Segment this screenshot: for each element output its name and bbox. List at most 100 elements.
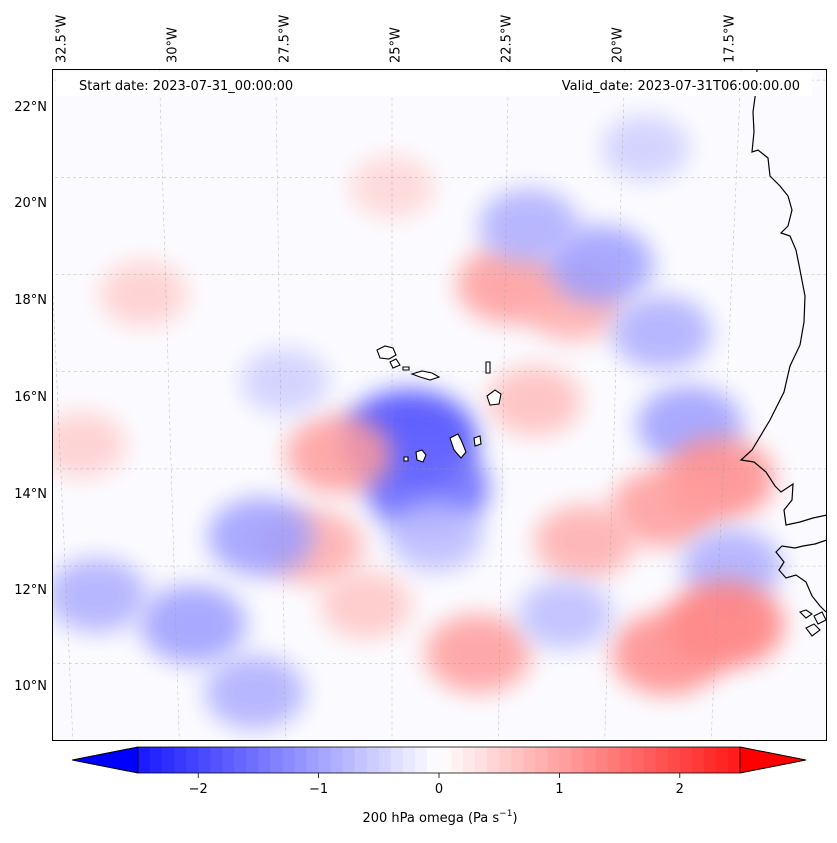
omega-anomaly-25 [601,115,690,181]
omega-anomaly-27 [52,412,126,478]
colorbar-cell [439,747,452,773]
colorbar-cell [703,747,717,773]
colorbar-tick-label: 0 [435,782,443,797]
colorbar-outline [71,746,807,774]
lat-tick-label: 12°N [14,583,47,598]
cape-verde-sao-nicolau [410,370,441,381]
omega-anomaly-19 [204,655,305,730]
colorbar-cell [150,747,163,773]
colorbar-cell [258,747,271,773]
colorbar-cell [234,747,247,773]
lat-tick-label: 20°N [14,196,47,211]
colorbar-cell [186,747,199,773]
colorbar-cell [330,747,344,773]
colorbar-cell [270,747,283,773]
colorbar-cell [463,747,476,773]
lon-tick-label: 32.5°W [55,15,70,63]
colorbar-cell [162,747,175,773]
colorbar-label: 200 hPa omega (Pa s−1) [362,809,517,826]
meridian-6 [710,69,742,741]
lon-tick-label: 27.5°W [278,15,293,63]
annotation-backdrop [56,72,812,96]
meridian-4 [498,69,509,741]
lon-tick-label: 20°W [611,27,626,63]
cape-verde-santa-luzia [402,366,410,371]
omega-anomaly-10 [611,468,718,547]
colorbar-cell [451,747,464,773]
colorbar-cell [715,747,729,773]
colorbar-cell [487,747,500,773]
start-date-label: Start date: 2023-07-31_00:00:00 [79,79,293,94]
map-frame [52,69,827,741]
omega-anomaly-5 [547,225,654,304]
meridian-5 [604,69,625,741]
colorbar-cell [655,747,669,773]
lat-tick-label: 18°N [14,293,47,308]
omega-anomaly-22 [388,502,483,572]
colorbar-cell [595,747,608,773]
colorbar-cell [535,747,548,773]
omega-anomaly-2 [286,415,392,494]
colorbar-cells [138,747,741,773]
cape-verde-fogo [415,449,427,463]
omega-field [52,115,784,730]
lon-tick-label: 17.5°W [723,15,738,63]
cape-verde-boa-vista [486,389,502,406]
omega-anomaly-29 [320,571,412,639]
meridian-2 [275,69,286,741]
colorbar-ticks: −2 −1 0 1 2 [189,773,684,797]
omega-anomaly-17 [140,585,247,664]
colorbar-cell [294,747,307,773]
latitude-labels: 22°N 20°N 18°N 16°N 14°N 12°N 10°N [14,100,47,694]
omega-anomaly-21 [487,366,582,436]
colorbar-cell [691,747,705,773]
colorbar-cell [198,747,211,773]
cape-verde-brava [403,456,409,462]
colorbar-cell [402,747,416,773]
omega-anomaly-6 [478,188,579,263]
colorbar-cell [523,747,536,773]
colorbar-cell [559,747,572,773]
lat-tick-label: 14°N [14,487,47,502]
colorbar-cell [414,747,428,773]
colorbar-tick-label: 2 [676,782,684,797]
lon-tick-label: 30°W [166,27,181,63]
omega-anomaly-13 [611,612,724,695]
colorbar-cell [643,747,657,773]
colorbar-cell [342,747,356,773]
colorbar-cell [607,747,620,773]
longitude-labels: 32.5°W 30°W 27.5°W 25°W 22.5°W 20°W 17.5°W [55,15,738,63]
colorbar-cell [174,747,187,773]
omega-anomaly-20 [534,504,635,579]
colorbar-cell [378,747,392,773]
cape-verde-sao-vicente [389,358,401,369]
lat-tick-label: 22°N [14,100,47,115]
colorbar-cell [354,747,368,773]
colorbar-cell [511,747,524,773]
colorbar-cell [306,747,319,773]
colorbar-label-exponent: −1 [499,809,512,819]
meridian-1 [159,69,180,741]
colorbar-cell [667,747,681,773]
colorbar-cell [679,747,693,773]
colorbar-tick-label: 1 [555,782,563,797]
colorbar-cell [583,747,596,773]
lon-tick-label: 22.5°W [500,15,515,63]
colorbar-cell [475,747,488,773]
omega-anomaly-28 [518,579,613,650]
colorbar-cell [222,747,235,773]
colorbar-tick-label: −1 [309,782,328,797]
graticule [52,69,827,741]
map-panel[interactable]: Start date: 2023-07-31_00:00:00 Valid_da… [0,0,837,760]
omega-anomaly-16 [207,497,314,577]
colorbar-cell [210,747,223,773]
colorbar-cell [390,747,404,773]
omega-anomaly-14 [425,614,531,693]
colorbar-cell [366,747,380,773]
omega-anomaly-24 [99,261,188,327]
lat-tick-label: 16°N [14,390,47,405]
cape-verde-santiago [449,433,467,459]
colorbar-cell [547,747,560,773]
cape-verde-sal [485,361,491,374]
colorbar-cell [318,747,332,773]
